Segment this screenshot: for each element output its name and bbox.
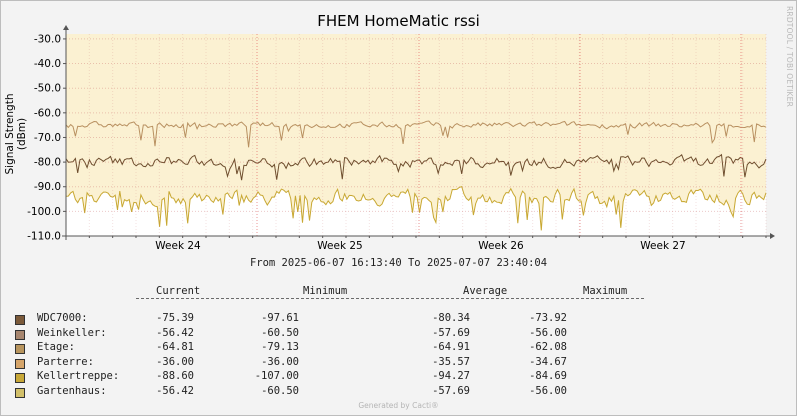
legend-average-value: -57.69 [432, 385, 470, 397]
x-axis-arrow [770, 233, 775, 239]
legend-swatch [15, 373, 25, 384]
legend-header-minimum: Minimum [303, 285, 348, 297]
legend-swatch [15, 344, 25, 355]
legend-current-value: -56.42 [156, 326, 194, 339]
legend-maximum-value: -56.00 [529, 326, 567, 339]
legend-series-name: WDC7000: [37, 312, 88, 324]
legend-maximum-value: -62.08 [529, 341, 567, 354]
time-range-text: From 2025-06-07 16:13:40 To 2025-07-07 2… [249, 257, 548, 269]
legend-header-average: Average [463, 285, 508, 297]
legend-minimum-value: -36.00 [261, 355, 299, 368]
x-tick-label: Week 24 [155, 240, 201, 250]
y-tick-label: -110.0 [27, 231, 61, 243]
legend-series-name: Parterre: [37, 355, 94, 368]
legend-current-value: -64.81 [156, 341, 194, 354]
legend-minimum-value: -60.50 [261, 385, 299, 397]
y-axis-arrow [63, 25, 69, 30]
legend-header-current: Current [156, 285, 201, 297]
y-tick-label: -100.0 [27, 206, 61, 218]
legend-maximum-value: -34.67 [529, 355, 567, 368]
legend-minimum-value: -107.00 [254, 370, 299, 383]
legend-swatch [15, 358, 25, 369]
legend-average-value: -94.27 [432, 370, 470, 383]
legend-average-value: -35.57 [432, 355, 470, 368]
y-tick-label: -40.0 [34, 58, 61, 70]
legend-minimum-value: -97.61 [261, 312, 299, 324]
legend-series-name: Etage: [37, 341, 75, 354]
legend-average-value: -64.91 [432, 341, 470, 354]
legend-swatch [15, 388, 25, 398]
legend-series-name: Weinkeller: [37, 326, 107, 339]
legend-current-value: -56.42 [156, 385, 194, 397]
rrdtool-watermark: RRDTOOL / TOBI OETIKER [785, 6, 794, 107]
legend-average-value: -57.69 [432, 326, 470, 339]
footer-credit: Generated by Cacti® [358, 401, 439, 410]
y-tick-label: -30.0 [34, 33, 61, 45]
legend-minimum-value: -60.50 [261, 326, 299, 339]
y-tick-label: -90.0 [34, 181, 61, 193]
band-kellertreppe [66, 34, 766, 231]
y-tick-label: -70.0 [34, 132, 61, 144]
chart-title: FHEM HomeMatic rssi [317, 12, 480, 30]
y-tick-label: -80.0 [34, 157, 61, 169]
x-tick-label: Week 26 [478, 240, 524, 250]
x-tick-label: Week 27 [640, 240, 685, 250]
legend-swatch [15, 329, 25, 340]
legend-maximum-value: -73.92 [529, 312, 567, 324]
legend-minimum-value: -79.13 [261, 341, 299, 354]
series-line-kellertreppe [65, 185, 767, 231]
x-tick-label: Week 25 [317, 240, 362, 250]
legend-series-name: Kellertreppe: [37, 370, 120, 383]
plot-area: -30.0 -40.0 -50.0 -60.0 -70.0 -80.0 -90.0 -100.… [27, 25, 775, 250]
legend-current-value: -88.60 [156, 370, 194, 383]
series-line-wdc7000 [65, 153, 767, 181]
series-line-etage [65, 120, 767, 148]
legend-current-value: -75.39 [156, 312, 194, 324]
legend-current-value: -36.00 [156, 355, 194, 368]
legend-series-name: Gartenhaus: [37, 385, 107, 397]
y-tick-label: -50.0 [34, 83, 61, 95]
legend-header-maximum: Maximum [583, 285, 628, 297]
legend-maximum-value: -56.00 [529, 385, 567, 397]
legend-maximum-value: -84.69 [529, 370, 567, 383]
legend-swatch [15, 315, 25, 325]
y-tick-label: -60.0 [34, 107, 61, 119]
legend-average-value: -80.34 [432, 312, 470, 324]
legend-divider [136, 298, 644, 299]
